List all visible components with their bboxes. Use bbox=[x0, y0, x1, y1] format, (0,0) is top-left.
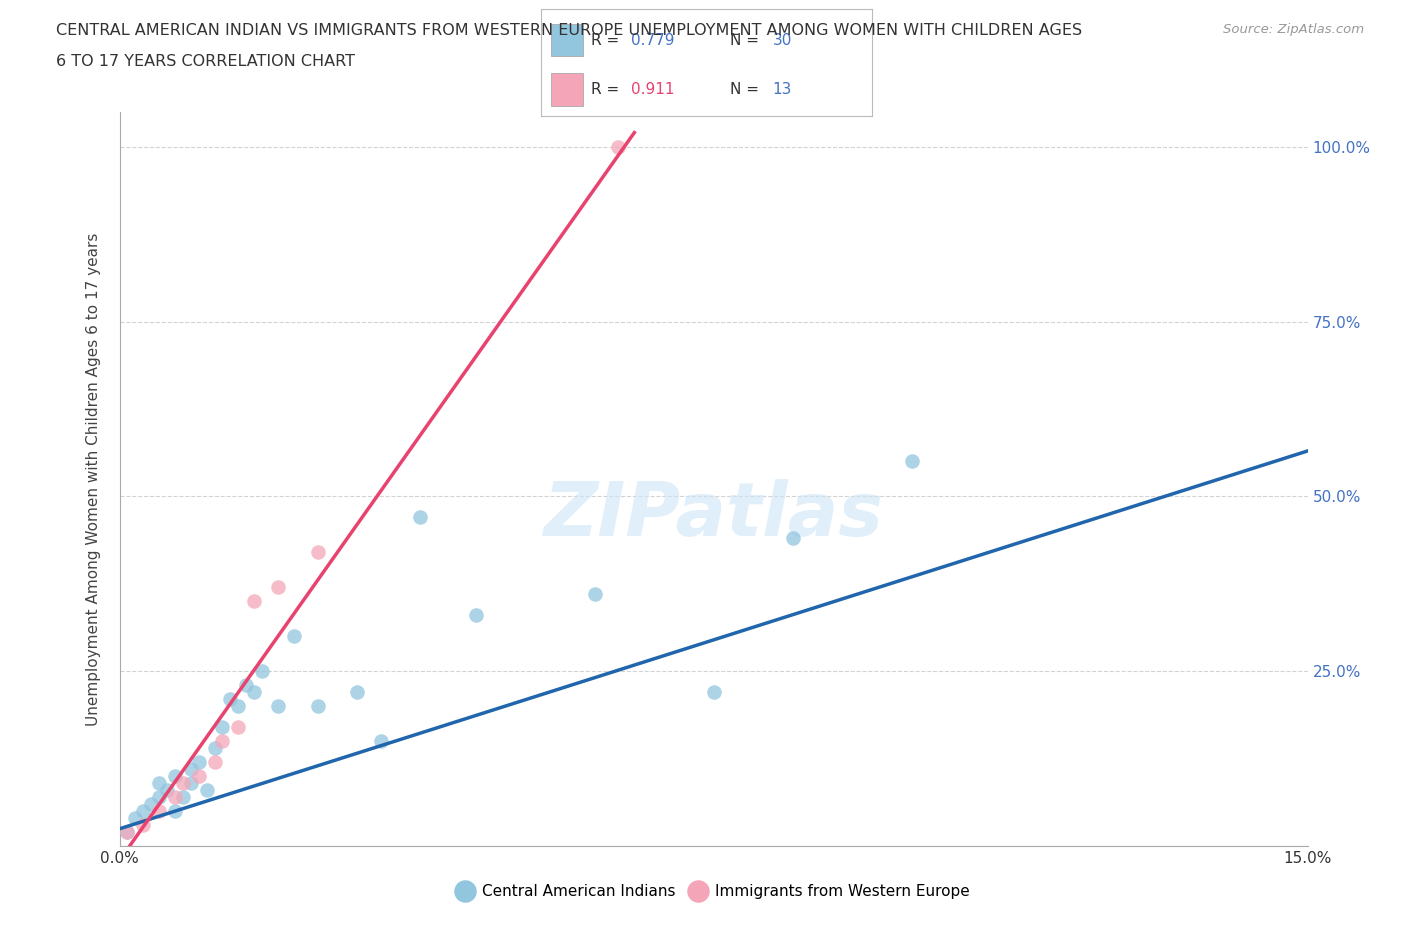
Point bbox=[211, 720, 233, 735]
Point bbox=[163, 769, 186, 784]
Point bbox=[132, 817, 155, 832]
Point bbox=[583, 587, 606, 602]
FancyBboxPatch shape bbox=[551, 24, 582, 57]
Point bbox=[172, 776, 194, 790]
Point bbox=[228, 699, 250, 714]
Y-axis label: Unemployment Among Women with Children Ages 6 to 17 years: Unemployment Among Women with Children A… bbox=[86, 232, 101, 725]
Text: 6 TO 17 YEARS CORRELATION CHART: 6 TO 17 YEARS CORRELATION CHART bbox=[56, 54, 356, 69]
Point bbox=[283, 629, 305, 644]
Text: N =: N = bbox=[730, 82, 763, 97]
Point bbox=[148, 790, 170, 804]
Point bbox=[243, 594, 266, 609]
Point bbox=[117, 825, 139, 840]
Point bbox=[148, 804, 170, 818]
Point bbox=[180, 762, 202, 777]
Point bbox=[307, 545, 329, 560]
Point bbox=[307, 699, 329, 714]
Point bbox=[172, 790, 194, 804]
Text: R =: R = bbox=[591, 33, 624, 47]
Point bbox=[228, 720, 250, 735]
Text: CENTRAL AMERICAN INDIAN VS IMMIGRANTS FROM WESTERN EUROPE UNEMPLOYMENT AMONG WOM: CENTRAL AMERICAN INDIAN VS IMMIGRANTS FR… bbox=[56, 23, 1083, 38]
Text: 13: 13 bbox=[773, 82, 792, 97]
Text: 30: 30 bbox=[773, 33, 792, 47]
Point bbox=[204, 741, 226, 756]
Point bbox=[124, 811, 146, 826]
Point bbox=[195, 783, 218, 798]
Point bbox=[235, 678, 257, 693]
Point bbox=[187, 755, 209, 770]
Point bbox=[250, 664, 273, 679]
Text: R =: R = bbox=[591, 82, 624, 97]
Point bbox=[267, 699, 290, 714]
Point bbox=[163, 804, 186, 818]
Point bbox=[117, 825, 139, 840]
Point bbox=[180, 776, 202, 790]
Text: Source: ZipAtlas.com: Source: ZipAtlas.com bbox=[1223, 23, 1364, 36]
Text: ZIPatlas: ZIPatlas bbox=[544, 479, 883, 552]
Point bbox=[782, 531, 804, 546]
FancyBboxPatch shape bbox=[551, 73, 582, 106]
Point bbox=[187, 769, 209, 784]
Point bbox=[219, 692, 242, 707]
Point bbox=[703, 684, 725, 699]
Point bbox=[148, 776, 170, 790]
Point bbox=[204, 755, 226, 770]
Text: 0.911: 0.911 bbox=[630, 82, 673, 97]
Point bbox=[132, 804, 155, 818]
Point bbox=[346, 684, 368, 699]
Point bbox=[243, 684, 266, 699]
Point bbox=[464, 608, 488, 623]
Text: 0.779: 0.779 bbox=[630, 33, 673, 47]
Point bbox=[900, 454, 922, 469]
Point bbox=[156, 783, 179, 798]
Point bbox=[211, 734, 233, 749]
Point bbox=[409, 510, 432, 525]
Point bbox=[607, 140, 630, 154]
Text: N =: N = bbox=[730, 33, 763, 47]
Point bbox=[267, 580, 290, 595]
Legend: Central American Indians, Immigrants from Western Europe: Central American Indians, Immigrants fro… bbox=[451, 878, 976, 905]
Point bbox=[370, 734, 392, 749]
Point bbox=[163, 790, 186, 804]
Point bbox=[141, 797, 163, 812]
